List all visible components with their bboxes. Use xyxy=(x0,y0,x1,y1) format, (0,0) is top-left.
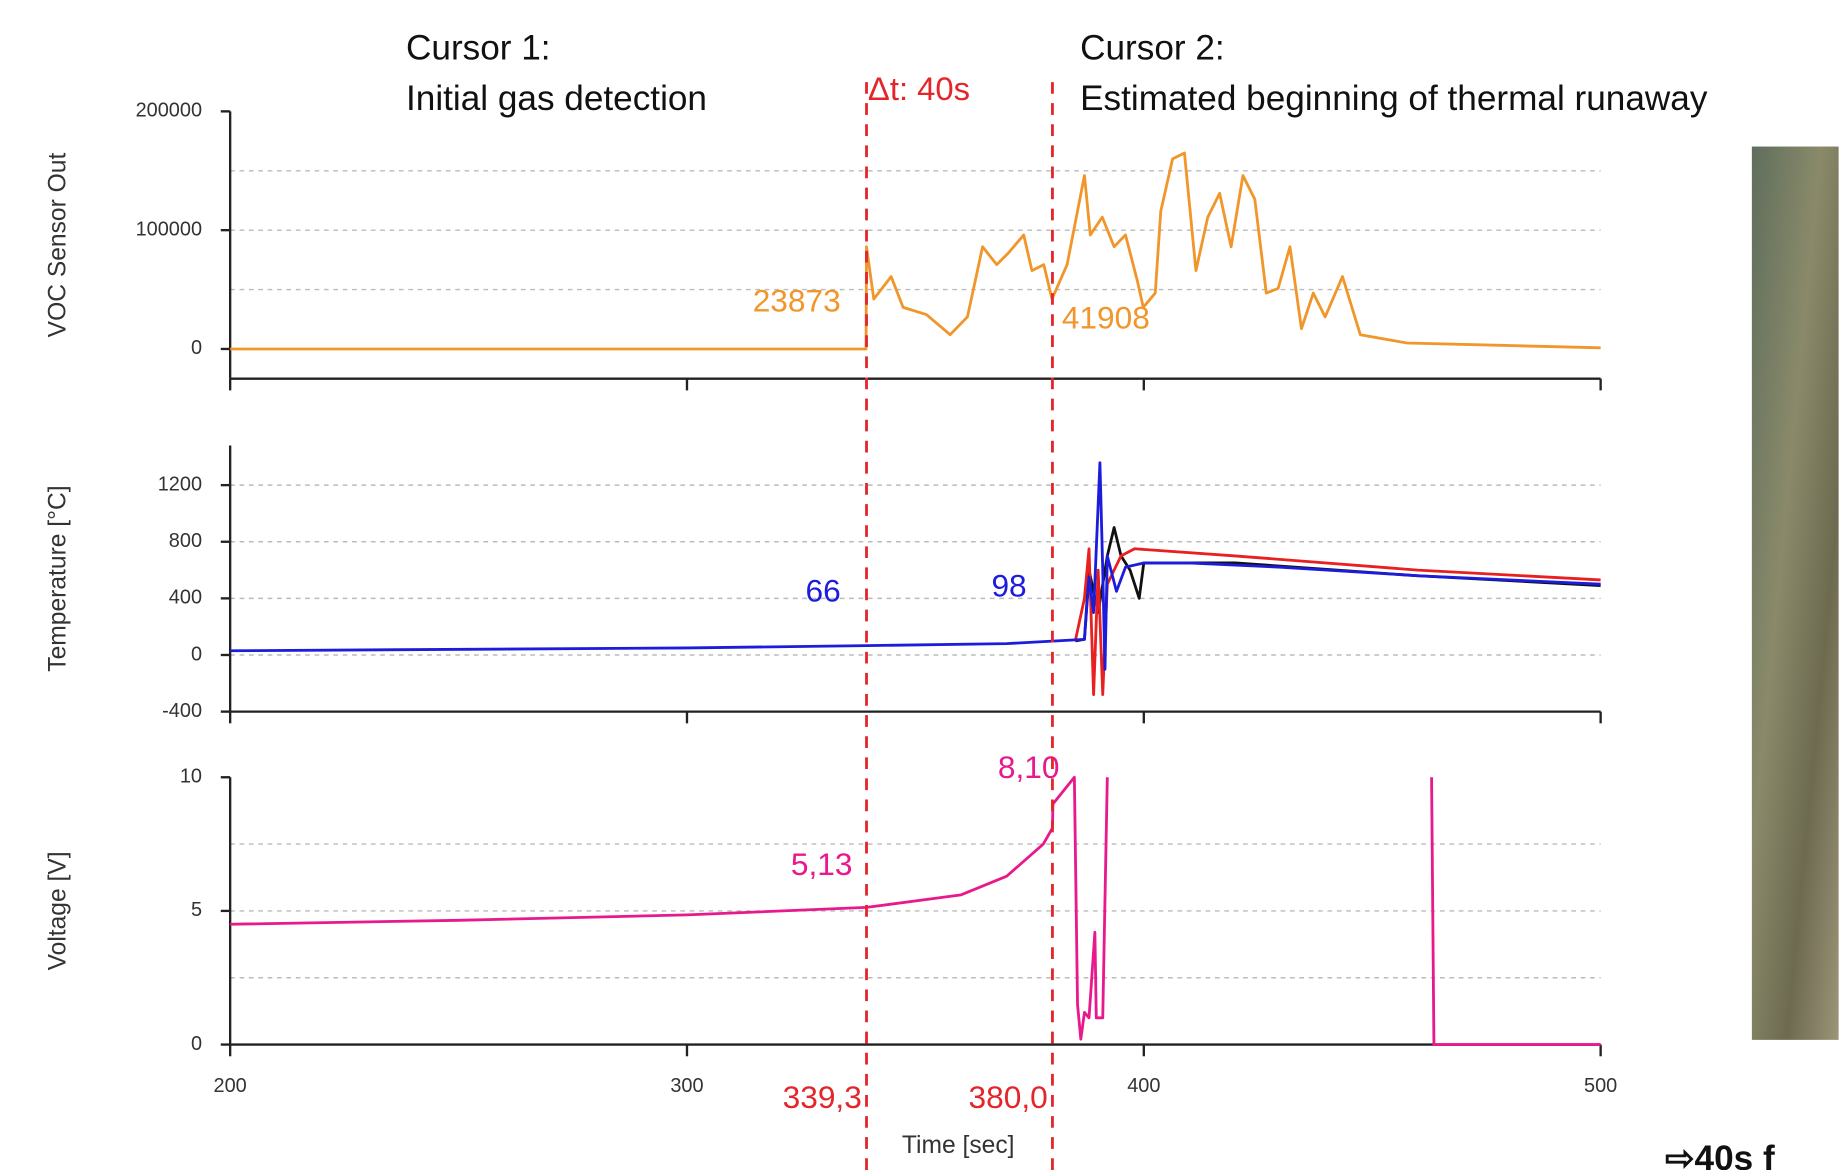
cursor-value: 66 xyxy=(806,572,841,608)
y-axis-title: VOC Sensor Out xyxy=(44,153,71,338)
cursor-value: 98 xyxy=(991,568,1026,604)
y-tick-label: 800 xyxy=(169,530,202,552)
line xyxy=(230,151,1601,351)
y-tick-label: 1200 xyxy=(158,473,202,495)
x-axis-title: Time [sec] xyxy=(902,1132,1015,1159)
x-tick-label: 200 xyxy=(214,1075,247,1097)
y-axis-title: Temperature [°C] xyxy=(44,485,71,671)
y-tick-label: 200000 xyxy=(136,100,202,122)
x-tick-label: 400 xyxy=(1127,1075,1160,1097)
y-tick-label: 0 xyxy=(191,337,202,359)
cursor-value: 23873 xyxy=(753,282,841,318)
cursor-label: 380,0 xyxy=(969,1079,1048,1115)
delta-label: Δt: 40s xyxy=(868,70,970,107)
photo xyxy=(1751,146,1839,1040)
conclusion: ⇨40s f xyxy=(1665,1139,1775,1170)
cursor-value: 5,13 xyxy=(791,846,853,882)
cursor-title: Cursor 1: xyxy=(406,29,551,68)
y-tick-label: 400 xyxy=(169,587,202,609)
cursor-text: Initial gas detection xyxy=(406,79,707,118)
y-tick-label: 0 xyxy=(191,643,202,665)
line xyxy=(230,461,1601,671)
y-tick-label: 100000 xyxy=(136,218,202,240)
cursor-value: 8,10 xyxy=(998,749,1060,785)
x-tick-label: 300 xyxy=(670,1075,703,1097)
cursor-title: Cursor 2: xyxy=(1080,29,1225,68)
x-tick-label: 500 xyxy=(1584,1075,1617,1097)
line xyxy=(1075,526,1601,643)
cursor-value: 41908 xyxy=(1062,300,1150,336)
y-axis-title: Voltage [V] xyxy=(44,851,71,970)
y-tick-label: -400 xyxy=(162,700,202,722)
y-tick-label: 5 xyxy=(191,899,202,921)
cursor-text: Estimated beginning of thermal runaway xyxy=(1080,79,1708,118)
y-tick-label: 10 xyxy=(180,766,202,788)
cursor-label: 339,3 xyxy=(783,1079,862,1115)
y-tick-label: 0 xyxy=(191,1033,202,1055)
